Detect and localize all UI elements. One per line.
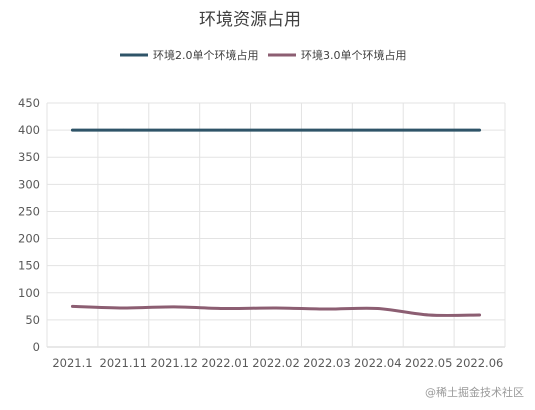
y-tick-label: 400 [18,123,40,137]
x-tick-label: 2022.05 [405,356,453,370]
series-1-point [223,128,227,132]
y-tick-label: 300 [18,177,40,191]
series-2-point [325,307,329,311]
series-1-point [376,128,379,132]
series-2-point [71,305,74,308]
series-1-point [478,128,481,132]
y-tick-label: 350 [18,150,40,164]
series-1-point [274,128,278,132]
x-tick-label: 2022.01 [201,356,249,370]
series-2-point [478,313,481,317]
x-axis-ticks: 2021.1 2021.11 2021.12 2022.01 2022.02 2022.0… [52,356,503,370]
x-tick-label: 2022.03 [303,356,351,370]
y-tick-label: 250 [18,204,40,218]
y-axis-ticks: 0 50 100 150 200 250 300 350 400 450 [18,96,40,354]
series-2-point [376,307,379,310]
y-tick-label: 100 [18,286,40,300]
x-tick-label: 2022.04 [354,356,402,370]
y-tick-label: 200 [18,232,40,246]
series-2-point [122,306,125,310]
series-2-point [223,307,227,310]
y-tick-label: 450 [18,96,40,110]
x-tick-label: 2021.11 [100,356,148,370]
series-1-point [173,128,176,132]
series-1-point [427,128,430,132]
series-1-point [71,128,74,132]
legend-label-series-2: 环境3.0单个环境占用 [301,48,407,62]
series-2-point [173,305,176,309]
series-2-point [274,306,278,310]
gridlines [46,102,506,348]
x-tick-label: 2021.1 [52,356,92,370]
legend: 环境2.0单个环境占用 环境3.0单个环境占用 [120,48,407,62]
x-tick-label: 2022.02 [252,356,300,370]
series-lines [70,128,482,317]
series-1-point [122,128,125,132]
series-1-point [325,128,329,132]
watermark: @稀土掘金技术社区 [425,385,524,399]
chart-title: 环境资源占用 [199,10,301,30]
x-tick-label: 2022.06 [456,356,504,370]
series-2-point [427,313,430,317]
y-tick-label: 0 [33,340,40,354]
y-tick-label: 50 [25,313,40,327]
y-tick-label: 150 [18,259,40,273]
legend-label-series-1: 环境2.0单个环境占用 [153,48,259,62]
x-tick-label: 2021.12 [150,356,198,370]
